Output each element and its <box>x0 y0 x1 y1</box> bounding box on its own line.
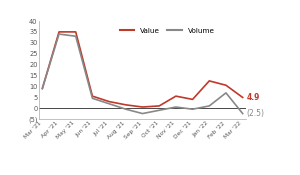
Volume <box>141 113 144 115</box>
Value <box>40 88 44 90</box>
Value <box>107 100 111 103</box>
Volume <box>57 33 61 35</box>
Value <box>174 95 178 97</box>
Value <box>124 104 128 106</box>
Volume <box>224 92 228 94</box>
Volume <box>124 108 128 110</box>
Volume <box>208 105 211 107</box>
Volume <box>40 88 44 90</box>
Volume <box>107 103 111 105</box>
Value <box>224 84 228 86</box>
Legend: Value, Volume: Value, Volume <box>117 25 218 37</box>
Value <box>74 31 77 33</box>
Value <box>191 98 194 100</box>
Text: 4.9: 4.9 <box>247 93 260 102</box>
Volume <box>241 113 244 115</box>
Value <box>241 96 244 99</box>
Value <box>141 106 144 108</box>
Volume <box>74 35 77 37</box>
Volume <box>91 97 94 99</box>
Value <box>57 31 61 33</box>
Volume <box>174 106 178 108</box>
Value <box>208 80 211 82</box>
Volume <box>158 109 161 111</box>
Volume <box>191 108 194 110</box>
Line: Volume: Volume <box>42 34 243 114</box>
Value <box>158 105 161 107</box>
Value <box>91 95 94 97</box>
Text: (2.5): (2.5) <box>247 109 265 118</box>
Line: Value: Value <box>42 32 243 107</box>
